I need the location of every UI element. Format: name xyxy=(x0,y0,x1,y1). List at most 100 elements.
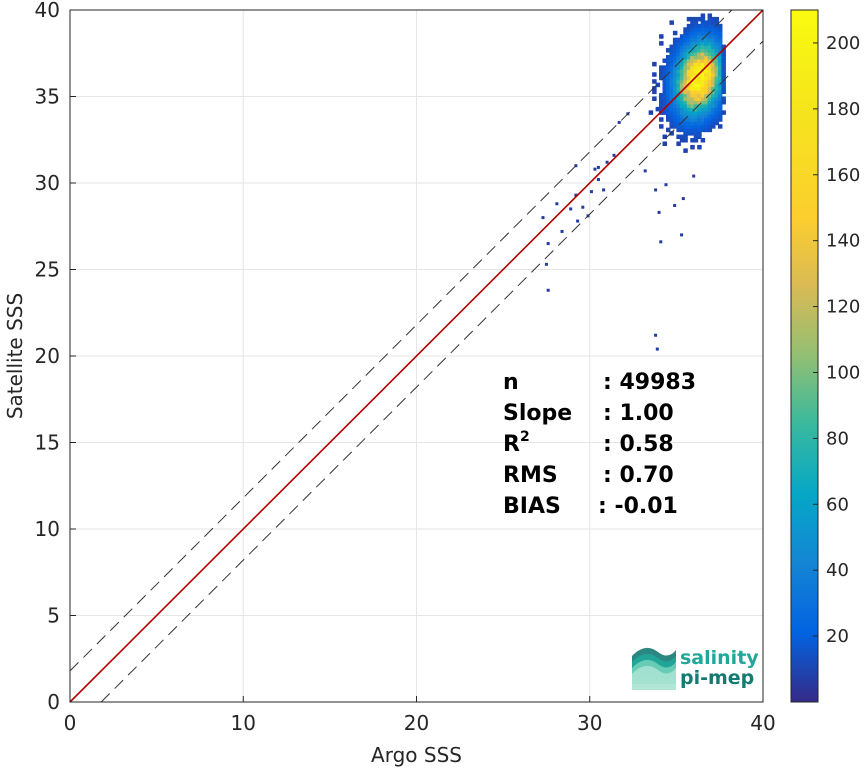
density-cell xyxy=(679,65,685,70)
density-cell xyxy=(690,89,695,95)
density-cell xyxy=(672,86,678,91)
x-tick-label: 40 xyxy=(750,711,775,735)
density-cell xyxy=(676,79,681,84)
density-cell xyxy=(686,124,692,129)
density-cell xyxy=(669,96,674,101)
density-cell xyxy=(662,72,668,77)
density-cell xyxy=(669,79,674,84)
density-cell xyxy=(693,37,699,43)
density-cell xyxy=(711,30,716,36)
density-cell xyxy=(672,106,678,112)
y-tick-label: 15 xyxy=(35,431,60,455)
density-cell xyxy=(683,138,688,143)
density-cell xyxy=(686,113,692,119)
density-cell xyxy=(676,106,681,112)
density-cell xyxy=(704,103,709,108)
density-cell xyxy=(679,48,685,53)
density-cell xyxy=(679,106,685,112)
outlier-point xyxy=(581,205,585,209)
density-cell xyxy=(697,89,702,95)
density-cell xyxy=(693,131,699,136)
density-cell xyxy=(700,120,706,126)
density-cell xyxy=(704,124,709,129)
stat-label: Slope xyxy=(503,401,572,426)
density-cell xyxy=(686,30,692,36)
density-cell xyxy=(672,61,678,67)
density-cell xyxy=(686,58,692,63)
density-cell xyxy=(714,117,719,122)
density-cell xyxy=(676,82,681,88)
density-cell xyxy=(690,110,695,115)
density-cell xyxy=(707,65,713,70)
density-cell xyxy=(714,79,719,84)
density-cell xyxy=(690,124,695,129)
density-cell xyxy=(669,68,674,74)
density-cell xyxy=(700,82,706,88)
density-cell xyxy=(662,103,668,108)
density-cell xyxy=(717,86,723,91)
density-cell xyxy=(693,61,699,67)
density-cell xyxy=(652,96,657,101)
density-cell xyxy=(679,110,685,115)
density-cell xyxy=(679,127,685,133)
density-cell xyxy=(659,34,664,39)
density-cell xyxy=(690,23,695,29)
density-cell xyxy=(679,51,685,57)
density-cell xyxy=(672,99,678,105)
density-cell xyxy=(665,86,671,91)
density-cell xyxy=(714,44,719,50)
density-cell xyxy=(700,117,706,122)
density-cell xyxy=(697,37,702,43)
stat-value: : -0.01 xyxy=(598,494,678,519)
density-cell xyxy=(672,93,678,98)
density-cell xyxy=(690,75,695,81)
density-cell xyxy=(707,16,713,22)
density-cell xyxy=(686,96,692,101)
density-cell xyxy=(714,37,719,43)
density-cell xyxy=(721,44,726,50)
x-tick-label: 30 xyxy=(577,711,602,735)
density-cell xyxy=(665,54,671,60)
outlier-point xyxy=(596,165,600,169)
density-cell xyxy=(679,138,685,143)
density-cell xyxy=(717,23,723,29)
density-cell xyxy=(690,65,695,70)
density-cell xyxy=(693,20,699,25)
density-cell xyxy=(697,82,702,88)
y-tick-label: 0 xyxy=(47,690,60,714)
dashed-bound-line xyxy=(100,40,764,703)
density-cell xyxy=(711,75,716,81)
density-cell xyxy=(697,51,702,57)
outlier-point xyxy=(654,333,658,337)
outlier-point xyxy=(655,347,659,351)
density-cell xyxy=(683,110,688,115)
density-cell xyxy=(676,89,681,95)
density-cell xyxy=(697,54,702,60)
density-cell xyxy=(721,110,726,115)
density-cell xyxy=(683,134,688,140)
density-cell xyxy=(676,65,681,70)
density-cell xyxy=(704,54,709,60)
density-cell xyxy=(697,79,702,84)
y-axis-label: Satellite SSS xyxy=(3,293,27,419)
density-cell xyxy=(690,82,695,88)
density-cell xyxy=(686,103,692,108)
density-cell xyxy=(700,48,706,53)
density-cell xyxy=(693,79,699,84)
density-cell xyxy=(672,48,678,53)
density-cell xyxy=(704,89,709,95)
density-cell xyxy=(704,99,709,105)
density-cell xyxy=(672,110,678,115)
stat-label: n xyxy=(503,370,519,395)
y-tick-label: 40 xyxy=(35,0,60,22)
density-cell xyxy=(704,93,709,98)
density-cell xyxy=(686,48,692,53)
density-cell xyxy=(693,72,699,77)
density-cell xyxy=(679,37,685,43)
density-cell xyxy=(659,68,664,74)
density-cell xyxy=(700,75,706,81)
density-cell xyxy=(693,34,699,39)
density-cell xyxy=(690,58,695,63)
density-cell xyxy=(686,51,692,57)
density-cell xyxy=(672,51,678,57)
